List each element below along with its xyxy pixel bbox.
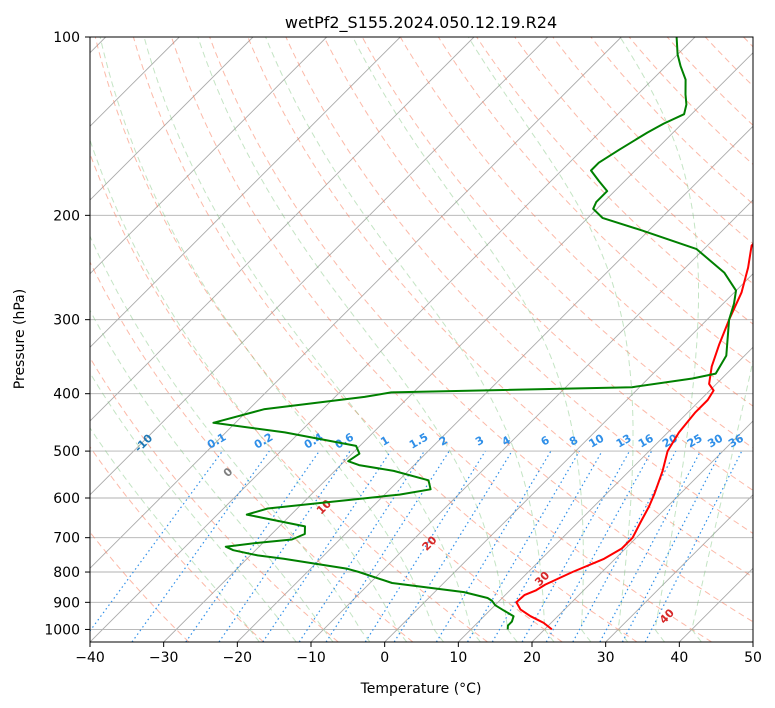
dry-adiabat-line <box>90 446 264 642</box>
dewpoint-series-line <box>212 37 737 630</box>
y-tick-label: 400 <box>53 387 80 403</box>
y-tick-label: 1000 <box>44 622 80 638</box>
y-tick-label: 100 <box>53 30 80 46</box>
dry-adiabat-line <box>323 37 753 491</box>
dry-adiabat-line <box>514 37 753 285</box>
mixing-ratio-line <box>364 450 486 642</box>
mixing-ratio-line <box>298 450 425 642</box>
chart-title: wetPf2_S155.2024.050.12.19.R24 <box>285 13 557 33</box>
y-tick-label: 800 <box>53 565 80 581</box>
x-tick-label: 40 <box>670 650 688 666</box>
x-tick-label: −10 <box>296 650 326 666</box>
x-tick-label: −40 <box>75 650 105 666</box>
dry-adiabat-line <box>285 37 753 535</box>
moist-adiabat-line <box>197 37 518 642</box>
y-tick-label: 600 <box>53 491 80 507</box>
moist-adiabat-line <box>265 37 555 642</box>
dry-adiabat-line <box>476 37 753 325</box>
moist-adiabat-line <box>90 138 408 642</box>
background-lines <box>90 37 753 642</box>
x-tick-label: 50 <box>744 650 762 666</box>
isotherm-line <box>90 37 328 275</box>
isotherm-line <box>90 37 696 642</box>
dry-adiabat-line <box>90 260 414 642</box>
y-tick-label: 500 <box>53 444 80 460</box>
moist-adiabat-line <box>90 309 334 642</box>
mixing-ratio-line <box>131 450 270 642</box>
temperature-series-line <box>515 242 753 631</box>
moist-adiabat-line <box>90 235 371 642</box>
dry-adiabat-line <box>132 37 638 642</box>
dry-adiabat-line <box>247 37 753 578</box>
y-tick-label: 900 <box>53 595 80 611</box>
x-tick-label: 10 <box>449 650 467 666</box>
moist-adiabat-line <box>691 358 753 642</box>
x-tick-label: −30 <box>149 650 179 666</box>
mixing-ratio-line <box>393 450 513 642</box>
x-axis-label: Temperature (°C) <box>360 681 482 697</box>
x-tick-label: −20 <box>223 650 253 666</box>
isotherm-line <box>531 420 753 642</box>
x-tick-label: 30 <box>597 650 615 666</box>
isotherm-line <box>90 37 254 201</box>
y-tick-label: 300 <box>53 313 80 329</box>
isotherm-line <box>384 273 753 642</box>
y-tick-label: 700 <box>53 531 80 547</box>
dry-adiabat-line <box>171 37 712 642</box>
mixing-ratio-line <box>545 450 653 642</box>
isotherm-line <box>90 37 549 496</box>
mixing-ratio-line <box>435 450 552 642</box>
isotherm-line <box>90 37 622 569</box>
isotherm-line <box>457 346 753 642</box>
mixing-ratio-line <box>521 450 631 642</box>
dry-adiabat-line <box>209 37 753 623</box>
y-tick-label: 200 <box>53 208 80 224</box>
isotherm-line <box>605 494 753 642</box>
isotherm-line <box>90 37 401 348</box>
axes: −40 −30 −20 −10 0 10 20 30 40 50 100 200 300 400 500 60… <box>44 30 762 666</box>
mixing-ratio-line <box>466 450 580 642</box>
data-series <box>212 37 753 631</box>
moist-adiabat-line <box>143 37 481 642</box>
moist-adiabat-line <box>352 37 592 642</box>
dry-adiabat-line <box>94 37 563 642</box>
y-axis-label: Pressure (hPa) <box>12 289 28 389</box>
x-tick-label: 0 <box>380 650 389 666</box>
moist-adiabat-line <box>90 427 260 642</box>
moist-adiabat-line <box>90 371 297 642</box>
moist-adiabat-line <box>467 37 634 642</box>
isotherm-line <box>90 37 475 422</box>
mixing-ratio-line <box>491 450 603 642</box>
moist-adiabat-line <box>619 37 699 642</box>
plot-frame <box>89 36 754 643</box>
mixing-ratio-line <box>185 450 320 642</box>
isotherm-line <box>236 125 753 642</box>
x-tick-label: 20 <box>523 650 541 666</box>
isotherm-line <box>163 52 753 642</box>
